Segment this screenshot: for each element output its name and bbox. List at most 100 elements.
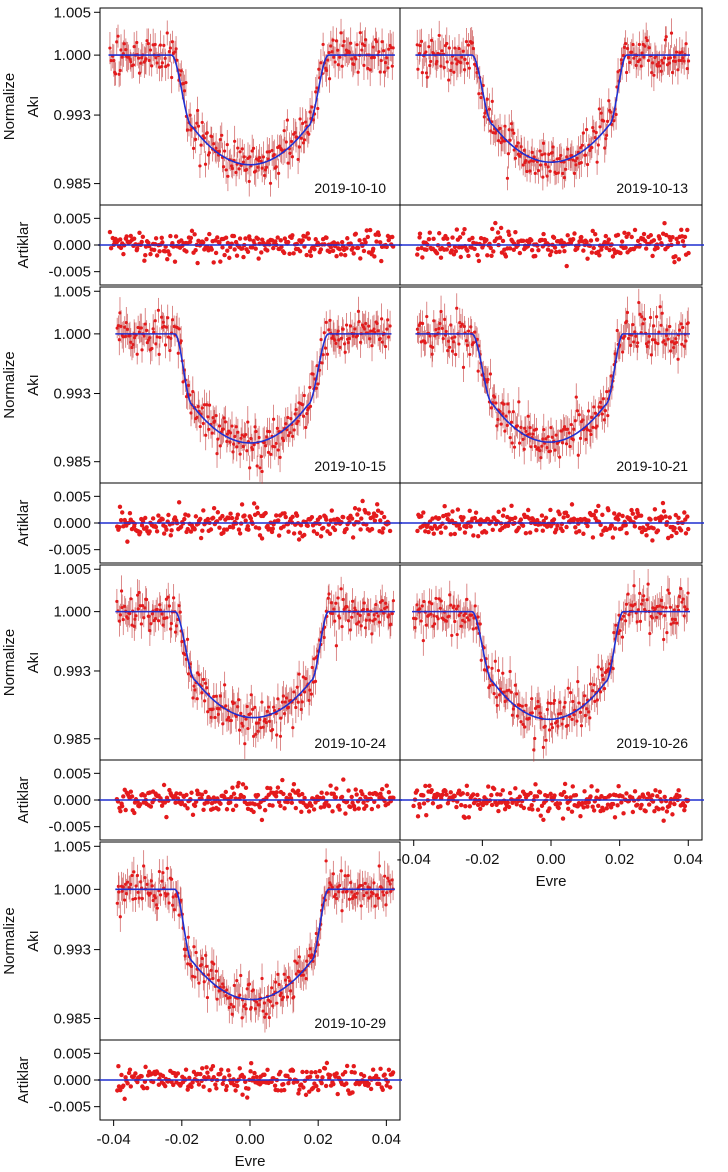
flux-point: [597, 405, 601, 409]
residual-point: [309, 803, 314, 809]
residual-point: [616, 512, 622, 517]
flux-point: [182, 89, 187, 93]
flux-point: [504, 414, 508, 418]
residual-point: [578, 814, 583, 819]
flux-point: [204, 433, 208, 437]
residual-point: [507, 790, 513, 796]
residual-point: [143, 253, 148, 258]
flux-point: [683, 605, 687, 609]
residual-point: [572, 231, 577, 236]
date-label: 2019-10-24: [314, 735, 386, 751]
flux-point: [206, 415, 210, 419]
residual-point: [591, 512, 597, 518]
flux-point: [133, 336, 137, 340]
residual-point: [468, 524, 473, 529]
residual-point: [664, 232, 669, 238]
residual-point: [336, 803, 342, 808]
residual-point: [437, 524, 443, 530]
flux-point: [486, 377, 490, 382]
flux-point: [115, 40, 119, 44]
residual-point: [381, 514, 387, 520]
residual-point: [318, 805, 324, 810]
flux-point: [647, 334, 651, 338]
flux-point: [228, 431, 233, 435]
flux-point: [547, 728, 552, 732]
flux-point: [244, 168, 249, 172]
flux-point: [508, 669, 512, 674]
residual-point: [164, 814, 169, 820]
residual-point: [231, 233, 237, 239]
residual-point: [161, 531, 167, 536]
flux-point: [213, 419, 217, 423]
flux-point: [151, 898, 155, 903]
flux-point: [128, 612, 132, 616]
flux-point: [516, 141, 520, 145]
flux-point: [460, 322, 464, 326]
flux-points: [115, 296, 392, 484]
flux-point: [571, 699, 575, 704]
flux-point: [336, 329, 340, 333]
flux-point: [659, 69, 663, 73]
flux-point: [383, 344, 388, 349]
residual-point: [475, 252, 480, 258]
residual-point: [542, 237, 548, 243]
residual-point: [660, 806, 665, 811]
flux-point: [203, 162, 208, 166]
residual-point: [472, 246, 477, 252]
flux-point: [558, 455, 562, 459]
flux-point: [676, 357, 680, 361]
residual-point: [438, 530, 444, 535]
flux-point: [356, 70, 360, 74]
residual-point: [193, 514, 199, 519]
residual-point: [299, 809, 304, 814]
residual-point: [276, 518, 281, 523]
flux-point: [575, 409, 580, 413]
residual-point: [324, 235, 329, 240]
flux-point: [186, 672, 191, 676]
residual-point: [228, 511, 233, 516]
residual-point: [124, 234, 129, 239]
residual-point: [179, 800, 185, 805]
residual-point: [379, 787, 385, 792]
flux-point: [588, 682, 593, 686]
residual-point: [438, 804, 443, 809]
residual-point: [242, 513, 247, 518]
flux-point: [506, 402, 510, 406]
flux-point: [113, 72, 118, 76]
residual-point: [486, 784, 491, 789]
residual-point: [673, 512, 678, 518]
residual-point: [509, 503, 514, 508]
residual-point: [120, 510, 125, 515]
residual-point: [348, 804, 353, 810]
flux-point: [205, 403, 209, 407]
flux-point: [244, 432, 248, 437]
flux-point: [176, 351, 180, 355]
residual-point: [560, 528, 565, 534]
flux-point: [648, 631, 652, 636]
flux-point: [638, 619, 643, 623]
residual-point: [300, 238, 305, 243]
flux-point: [495, 703, 499, 708]
flux-point: [505, 176, 510, 180]
residual-point: [502, 806, 508, 812]
residual-point: [227, 255, 232, 261]
flux-point: [255, 464, 259, 468]
flux-point: [591, 689, 595, 693]
flux-point: [201, 421, 205, 426]
flux-point: [538, 711, 542, 715]
flux-point: [437, 33, 441, 38]
flux-point: [468, 352, 472, 357]
flux-point: [196, 124, 201, 128]
flux-point: [139, 326, 143, 330]
flux-point: [297, 145, 301, 149]
residual-point: [677, 794, 682, 799]
flux-point: [645, 344, 649, 349]
residual-point: [641, 231, 647, 237]
flux-point: [327, 77, 332, 81]
flux-point: [632, 584, 636, 588]
residual-point: [453, 248, 459, 254]
flux-point: [217, 424, 222, 428]
residual-point: [620, 794, 625, 799]
flux-point: [240, 147, 244, 151]
flux-point: [686, 59, 691, 63]
